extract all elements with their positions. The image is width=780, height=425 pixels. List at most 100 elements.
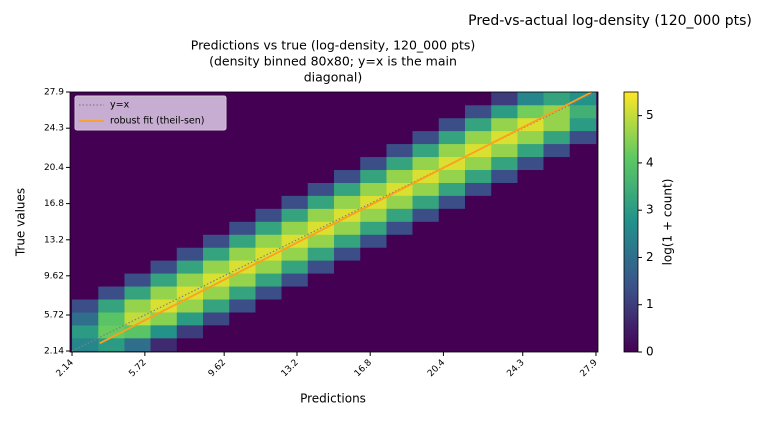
heatmap-cell: [517, 286, 544, 300]
heatmap-cell: [412, 273, 440, 287]
heatmap-cell: [98, 286, 125, 300]
heatmap-cell: [386, 117, 413, 132]
heatmap-cell: [98, 312, 125, 326]
heatmap-cell: [517, 247, 544, 261]
heatmap-cell: [412, 325, 440, 339]
heatmap-cell: [360, 312, 387, 326]
heatmap-cell: [412, 130, 440, 145]
y-axis-label: True values: [14, 188, 28, 257]
heatmap-cell: [543, 130, 571, 145]
heatmap-cell: [334, 130, 361, 145]
x-tick-label: 16.8: [353, 358, 374, 379]
heatmap-cell: [360, 260, 387, 274]
heatmap-cell: [281, 156, 309, 171]
heatmap-cell: [464, 130, 492, 145]
heatmap-cell: [150, 130, 178, 145]
heatmap-cell: [334, 338, 361, 352]
heatmap-cell: [72, 325, 99, 339]
heatmap-cell: [464, 156, 492, 171]
heatmap-cell: [124, 234, 151, 248]
heatmap-cell: [334, 260, 361, 274]
heatmap-cell: [412, 117, 440, 132]
y-tick-label: 5.72: [44, 311, 64, 321]
heatmap-cell: [229, 338, 256, 352]
heatmap-cell: [176, 130, 204, 145]
heatmap-cell: [176, 325, 204, 339]
heatmap-cell: [412, 195, 440, 209]
heatmap-cell: [386, 208, 413, 222]
heatmap-cell: [464, 92, 492, 106]
heatmap-cell: [412, 143, 440, 158]
heatmap-cell: [543, 143, 571, 158]
heatmap-cell: [386, 156, 413, 171]
heatmap-cell: [543, 273, 571, 287]
legend-box: [74, 95, 227, 131]
heatmap-cell: [517, 234, 544, 248]
heatmap-cell: [307, 260, 335, 274]
heatmap-cell: [307, 117, 335, 132]
heatmap-cell: [72, 286, 99, 300]
heatmap-cell: [543, 312, 571, 326]
heatmap-cell: [307, 312, 335, 326]
heatmap-cell: [438, 234, 466, 248]
heatmap-cell: [229, 286, 256, 300]
heatmap-cell: [543, 104, 571, 119]
heatmap-cell: [150, 143, 178, 158]
legend-label: y=x: [110, 100, 130, 111]
heatmap-cell: [255, 260, 282, 274]
heatmap-cell: [464, 299, 492, 313]
heatmap-cell: [255, 338, 282, 352]
heatmap-cell: [255, 247, 282, 261]
heatmap-cell: [386, 143, 413, 158]
heatmap-cell: [203, 221, 230, 235]
heatmap-cell: [72, 130, 99, 145]
heatmap-cell: [203, 260, 230, 274]
colorbar-tick-label: 3: [646, 203, 654, 217]
y-tick-label: 20.4: [44, 163, 64, 173]
heatmap-cell: [491, 104, 518, 119]
heatmap-cell: [203, 195, 230, 209]
heatmap-cell: [334, 195, 361, 209]
heatmap-cell: [307, 234, 335, 248]
heatmap-cell: [334, 221, 361, 235]
heatmap-cell: [438, 195, 466, 209]
heatmap-cell: [176, 143, 204, 158]
heatmap-cell: [491, 156, 518, 171]
heatmap-cell: [543, 208, 571, 222]
heatmap-cell: [464, 260, 492, 274]
heatmap-cell: [150, 195, 178, 209]
heatmap-cell: [464, 338, 492, 352]
heatmap-cell: [412, 312, 440, 326]
heatmap-cell: [334, 234, 361, 248]
heatmap-cell: [124, 130, 151, 145]
heatmap-cell: [98, 169, 125, 183]
x-axis-label: Predictions: [300, 392, 366, 406]
y-tick-label: 2.14: [44, 346, 64, 356]
heatmap-cell: [386, 247, 413, 261]
heatmap-cell: [307, 325, 335, 339]
heatmap-cell: [255, 299, 282, 313]
heatmap-cell: [438, 325, 466, 339]
heatmap-cell: [98, 130, 125, 145]
heatmap-cell: [464, 117, 492, 132]
heatmap-cell: [412, 208, 440, 222]
heatmap-cell: [255, 169, 282, 183]
heatmap-cell: [334, 208, 361, 222]
heatmap-cell: [569, 221, 597, 235]
heatmap-cell: [72, 182, 99, 196]
heatmap-cell: [438, 104, 466, 119]
heatmap-cell: [569, 260, 597, 274]
heatmap-cell: [334, 156, 361, 171]
heatmap-cell: [307, 286, 335, 300]
heatmap-cell: [150, 156, 178, 171]
heatmap-cell: [229, 273, 256, 287]
heatmap-cell: [438, 92, 466, 106]
heatmap-cell: [360, 273, 387, 287]
heatmap-cell: [438, 247, 466, 261]
heatmap-cell: [464, 286, 492, 300]
heatmap-cell: [360, 234, 387, 248]
heatmap-cell: [98, 338, 125, 352]
heatmap-cell: [255, 312, 282, 326]
heatmap-cell: [281, 130, 309, 145]
x-tick-label: 20.4: [426, 358, 447, 379]
